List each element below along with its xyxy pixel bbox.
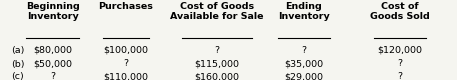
Text: Purchases: Purchases	[98, 2, 153, 11]
Text: ?: ?	[397, 72, 403, 80]
Text: Ending
Inventory: Ending Inventory	[278, 2, 330, 21]
Text: Beginning
Inventory: Beginning Inventory	[26, 2, 80, 21]
Text: $110,000: $110,000	[103, 72, 148, 80]
Text: $29,000: $29,000	[284, 72, 324, 80]
Text: $80,000: $80,000	[33, 46, 72, 55]
Text: ?: ?	[214, 46, 220, 55]
Text: Cost of Goods
Available for Sale: Cost of Goods Available for Sale	[170, 2, 264, 21]
Text: (b): (b)	[11, 60, 25, 68]
Text: ?: ?	[123, 60, 128, 68]
Text: $35,000: $35,000	[284, 60, 324, 68]
Text: (a): (a)	[11, 46, 25, 55]
Text: Cost of
Goods Sold: Cost of Goods Sold	[370, 2, 430, 21]
Text: ?: ?	[397, 60, 403, 68]
Text: ?: ?	[50, 72, 55, 80]
Text: $120,000: $120,000	[377, 46, 422, 55]
Text: $115,000: $115,000	[195, 60, 239, 68]
Text: $100,000: $100,000	[103, 46, 148, 55]
Text: (c): (c)	[11, 72, 24, 80]
Text: $50,000: $50,000	[33, 60, 72, 68]
Text: $160,000: $160,000	[195, 72, 239, 80]
Text: ?: ?	[301, 46, 307, 55]
